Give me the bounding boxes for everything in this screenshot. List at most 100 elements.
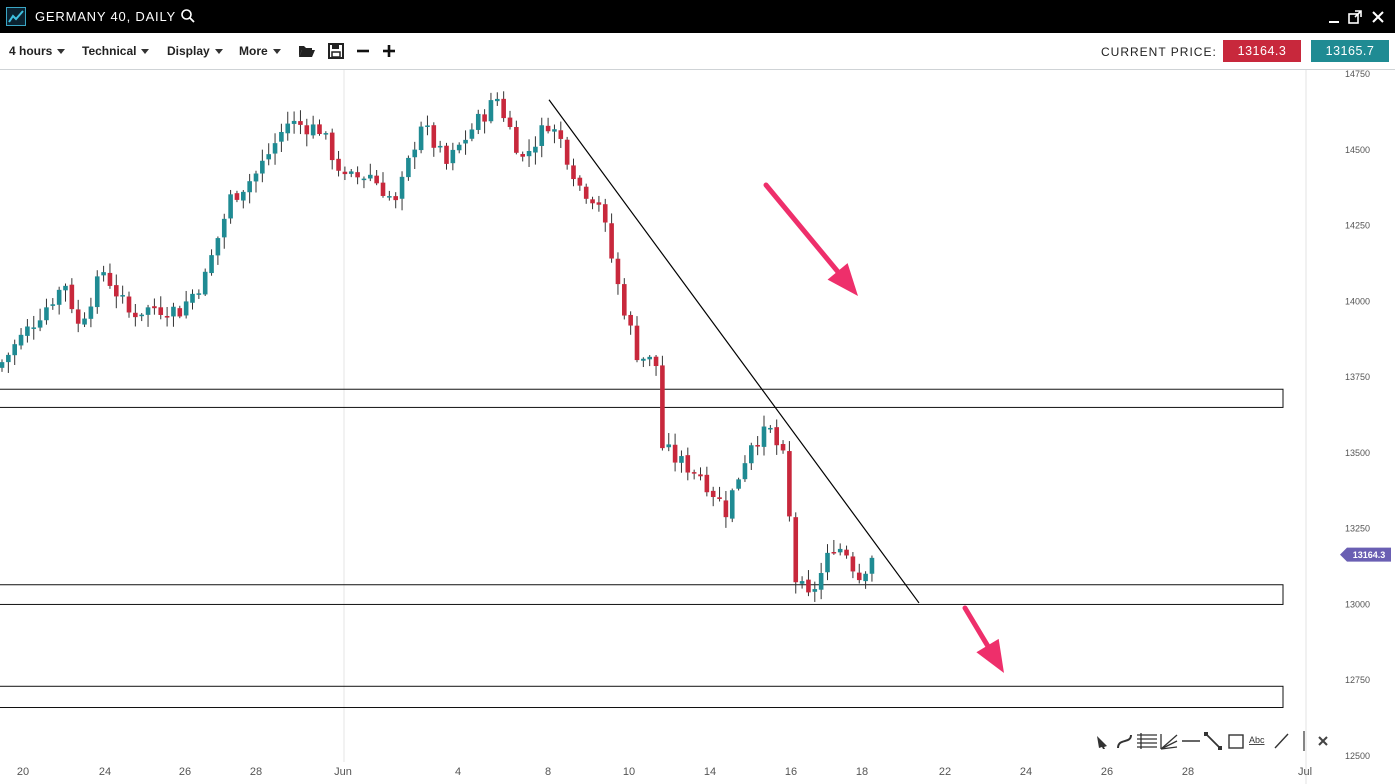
candle	[145, 304, 151, 327]
price-chart[interactable]: 13164.3 14750 14500 14250 14000 13750 13500 13…	[0, 70, 1395, 784]
x-tick-label: 14	[704, 766, 716, 778]
buy-price-button[interactable]: 13165.7	[1311, 40, 1389, 62]
price-zone[interactable]	[0, 388, 1284, 408]
rectangle-icon[interactable]	[1226, 730, 1246, 752]
candle	[863, 571, 868, 589]
candle	[844, 545, 849, 559]
trend-line-icon[interactable]	[1203, 730, 1223, 752]
candle	[660, 355, 665, 451]
candle	[374, 170, 379, 186]
close-icon[interactable]	[1370, 9, 1386, 25]
chart-toolbar: 4 hours Technical Display More CURRENT P…	[0, 33, 1395, 70]
timeframe-label: 4 hours	[9, 44, 53, 58]
y-tick-label: 13500	[1345, 448, 1370, 458]
candle	[291, 111, 297, 134]
candle	[393, 192, 398, 209]
candle	[56, 286, 62, 315]
x-tick-label: 24	[1020, 766, 1032, 778]
search-icon[interactable]	[180, 8, 196, 24]
current-price-tag: 13164.3	[1340, 547, 1391, 562]
price-zone[interactable]	[0, 584, 1284, 605]
candle	[552, 124, 557, 144]
zoom-in-icon[interactable]	[380, 42, 398, 60]
candle	[488, 92, 494, 124]
candle	[539, 117, 545, 158]
y-tick-label: 14750	[1345, 70, 1370, 79]
candle	[501, 91, 506, 122]
candle	[818, 562, 824, 600]
candle	[50, 298, 56, 310]
candle	[399, 171, 405, 211]
x-tick-label: Jun	[334, 766, 352, 778]
candle	[82, 312, 87, 328]
candle	[469, 123, 475, 142]
annotation-arrow[interactable]	[763, 182, 858, 296]
delete-icon[interactable]	[1313, 730, 1333, 752]
candle	[260, 149, 265, 183]
candle	[31, 315, 37, 340]
ray-icon[interactable]	[1272, 730, 1292, 752]
sell-price-button[interactable]: 13164.3	[1223, 40, 1301, 62]
candle	[507, 110, 513, 130]
candle	[761, 415, 767, 456]
candle	[190, 289, 195, 310]
candle	[101, 265, 106, 282]
vertical-line-icon[interactable]	[1294, 730, 1314, 752]
x-tick-label: Jul	[1298, 766, 1312, 778]
candle	[202, 268, 208, 296]
candle	[710, 486, 716, 507]
x-tick-label: 26	[179, 766, 191, 778]
y-tick-label: 12750	[1345, 675, 1370, 685]
folder-open-icon[interactable]	[298, 42, 316, 60]
candle	[107, 263, 113, 289]
candle	[590, 196, 595, 210]
technical-menu[interactable]: Technical	[82, 44, 150, 58]
candle	[768, 425, 773, 433]
curve-icon[interactable]	[1115, 730, 1135, 752]
candle	[18, 328, 24, 350]
candle	[850, 552, 856, 579]
zoom-out-icon[interactable]	[354, 42, 372, 60]
candle	[653, 355, 659, 376]
trend-line[interactable]	[548, 99, 920, 604]
display-menu[interactable]: Display	[167, 44, 223, 58]
candle	[723, 490, 729, 528]
candle	[209, 249, 214, 276]
candle	[266, 143, 271, 166]
candle	[387, 190, 392, 201]
horizontal-line-icon[interactable]	[1181, 730, 1201, 752]
candle	[837, 543, 843, 556]
cursor-icon[interactable]	[1093, 730, 1113, 752]
y-tick-label: 14250	[1345, 221, 1370, 231]
y-tick-label: 13250	[1345, 524, 1370, 534]
price-zone[interactable]	[0, 685, 1284, 709]
candle	[412, 141, 418, 169]
candle	[672, 433, 678, 472]
fibonacci-icon[interactable]	[1136, 730, 1157, 752]
candle	[329, 128, 335, 170]
candle	[272, 133, 278, 165]
more-menu[interactable]: More	[239, 44, 281, 58]
candle	[704, 466, 710, 497]
timeframe-dropdown[interactable]: 4 hours	[9, 44, 66, 58]
candle	[336, 150, 341, 177]
save-icon[interactable]	[327, 42, 345, 60]
candle	[717, 486, 722, 502]
popout-icon[interactable]	[1347, 9, 1363, 25]
candle	[691, 469, 697, 480]
candle	[37, 308, 43, 332]
candle	[641, 357, 646, 368]
text-icon[interactable]: Abc	[1248, 730, 1272, 752]
candle	[755, 436, 760, 456]
candle	[520, 151, 525, 162]
candle	[133, 303, 138, 327]
candle	[685, 447, 691, 481]
y-tick-label: 13000	[1345, 599, 1370, 609]
candle	[304, 118, 310, 147]
fan-icon[interactable]	[1159, 730, 1179, 752]
x-tick-label: 10	[623, 766, 635, 778]
candle	[63, 283, 68, 302]
candle	[736, 477, 741, 491]
annotation-arrow[interactable]	[962, 605, 1004, 673]
minimize-icon[interactable]	[1326, 9, 1342, 25]
